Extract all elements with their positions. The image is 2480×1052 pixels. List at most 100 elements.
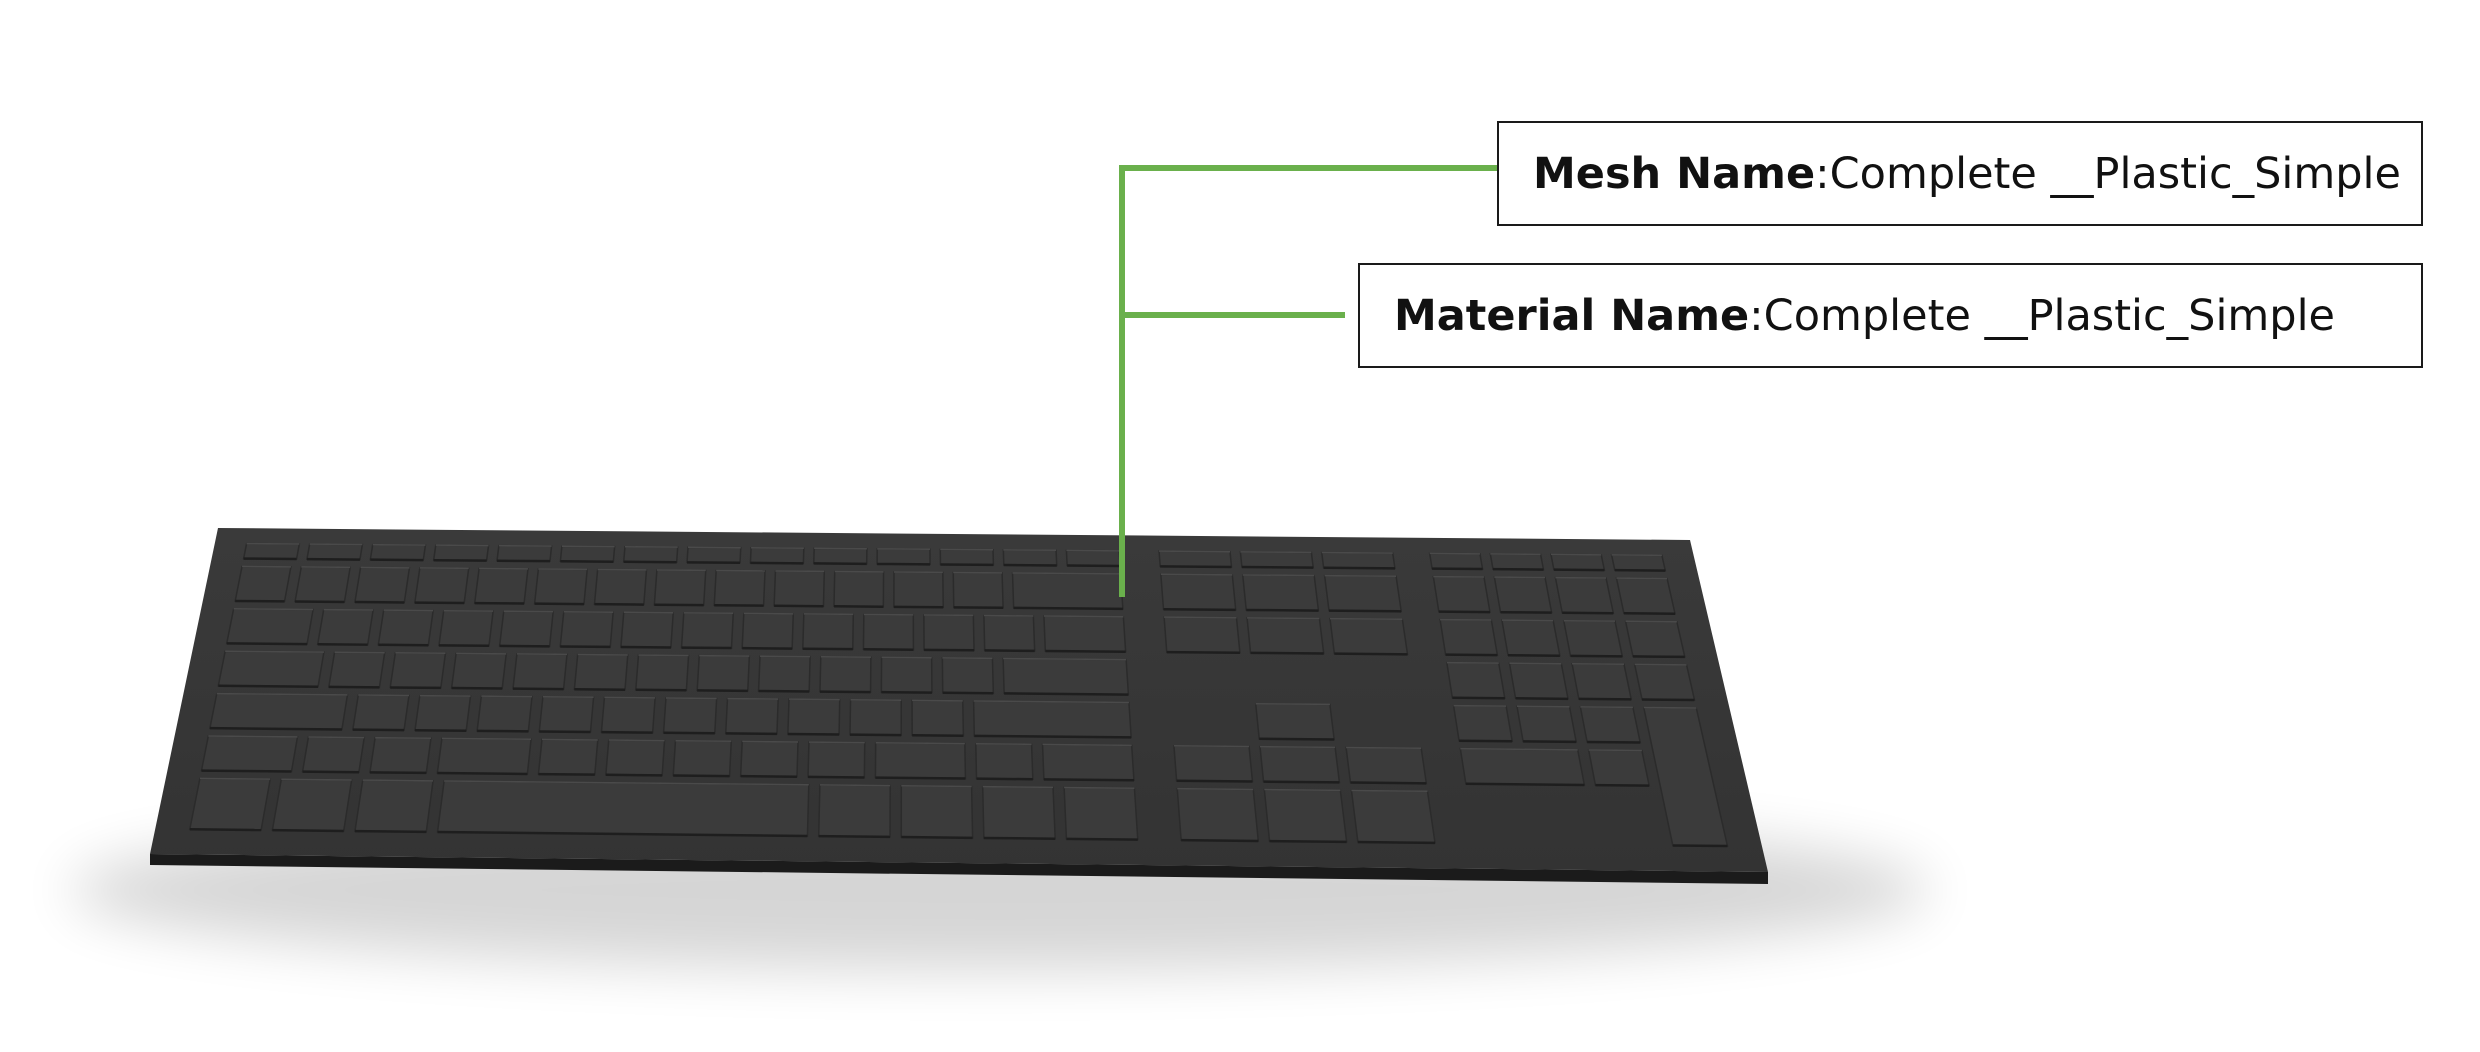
key xyxy=(739,740,799,778)
key xyxy=(389,652,447,689)
key xyxy=(819,656,872,693)
key xyxy=(301,736,366,773)
key xyxy=(1241,574,1320,612)
key xyxy=(749,547,805,565)
key xyxy=(975,743,1034,780)
key xyxy=(450,652,508,690)
key-highlight xyxy=(742,740,799,743)
key xyxy=(724,697,779,735)
key-highlight xyxy=(1003,657,1127,661)
key xyxy=(1432,575,1491,613)
key xyxy=(686,546,742,564)
key xyxy=(306,543,364,561)
key xyxy=(773,570,826,607)
key xyxy=(1493,576,1553,614)
key xyxy=(242,542,301,560)
key-shadow xyxy=(1334,652,1408,656)
material-name-label: Material Name: Complete __Plastic_Simple xyxy=(1358,263,2423,368)
key-shadow xyxy=(1515,697,1569,701)
material-name-key: Material Name xyxy=(1394,290,1750,341)
key-shadow xyxy=(201,769,292,773)
key-shadow xyxy=(1043,778,1134,782)
key-shadow xyxy=(414,728,467,732)
key xyxy=(538,696,595,733)
key-shadow xyxy=(740,774,797,779)
key-shadow xyxy=(1241,565,1314,569)
key-highlight xyxy=(608,739,665,742)
key-highlight xyxy=(1242,574,1315,577)
mesh-name-sep: : xyxy=(1815,148,1830,199)
key-highlight xyxy=(225,650,324,653)
key xyxy=(1508,662,1569,700)
key-highlight xyxy=(233,608,314,611)
key xyxy=(1011,572,1124,610)
key xyxy=(413,567,470,604)
key-highlight xyxy=(1160,573,1233,576)
key xyxy=(981,785,1056,840)
key xyxy=(600,696,656,734)
key xyxy=(880,656,933,694)
key xyxy=(208,692,349,731)
key xyxy=(911,699,965,737)
key xyxy=(812,547,868,565)
key xyxy=(1459,747,1586,786)
key-shadow xyxy=(302,770,359,774)
key xyxy=(713,569,766,607)
key-shadow xyxy=(1163,607,1236,612)
key-shadow xyxy=(787,732,840,736)
key-shadow xyxy=(1160,565,1232,569)
key xyxy=(512,653,568,690)
key-shadow xyxy=(663,731,715,735)
key-highlight xyxy=(1159,550,1231,553)
key xyxy=(1345,746,1428,785)
key xyxy=(1571,663,1633,701)
annotation-leaders xyxy=(1119,165,1497,597)
key-highlight xyxy=(808,741,865,744)
key xyxy=(377,609,435,647)
key xyxy=(1063,786,1139,841)
key xyxy=(1428,552,1484,570)
key-shadow xyxy=(1263,780,1340,784)
key-shadow xyxy=(818,834,891,839)
key-shadow xyxy=(976,777,1033,781)
key xyxy=(1615,577,1676,615)
key xyxy=(496,544,553,562)
key-shadow xyxy=(1465,782,1585,787)
key xyxy=(369,543,427,561)
key xyxy=(741,612,795,650)
key-highlight xyxy=(1453,704,1507,707)
key-shadow xyxy=(1013,606,1123,611)
key-shadow xyxy=(272,828,344,833)
key-shadow xyxy=(601,730,653,734)
key-highlight xyxy=(1064,786,1135,789)
key-highlight xyxy=(375,736,431,740)
key xyxy=(952,571,1004,609)
key xyxy=(188,777,272,831)
key xyxy=(972,700,1132,739)
key-highlight xyxy=(1460,747,1578,751)
key-highlight xyxy=(875,741,965,745)
key-shadow xyxy=(226,642,308,646)
key-shadow xyxy=(912,733,964,737)
key xyxy=(1043,615,1127,653)
key-shadow xyxy=(354,829,427,834)
key xyxy=(1489,553,1545,571)
key-highlight xyxy=(1164,616,1237,619)
key xyxy=(817,784,891,838)
key xyxy=(1259,745,1341,784)
key xyxy=(217,650,325,688)
material-name-value: Complete __Plastic_Simple xyxy=(1763,290,2335,341)
key-shadow xyxy=(1595,783,1650,787)
key-highlight xyxy=(1580,706,1633,709)
key-highlight xyxy=(542,738,598,741)
key-shadow xyxy=(1357,840,1436,845)
key-highlight xyxy=(281,778,352,781)
key-shadow xyxy=(808,775,865,779)
key-highlight xyxy=(1247,617,1320,620)
key-shadow xyxy=(189,828,262,832)
key-highlight xyxy=(1177,787,1254,791)
key xyxy=(1554,576,1615,614)
key-shadow xyxy=(1587,740,1641,744)
key xyxy=(1562,619,1624,658)
key xyxy=(354,779,434,833)
